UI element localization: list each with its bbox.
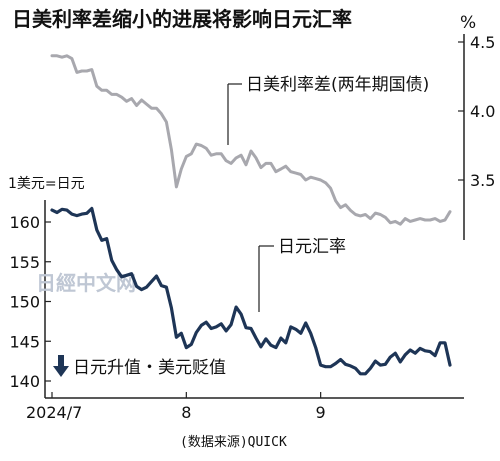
left-axis-unit: 1美元=日元 — [8, 176, 85, 192]
spread-series-label: 日美利率差(两年期国债) — [246, 75, 429, 95]
right-axis-ticks: 4.5 4.0 3.5 — [458, 33, 495, 190]
left-tick-label: 150 — [9, 293, 40, 312]
right-tick-label: 4.0 — [470, 102, 495, 121]
left-tick-label: 155 — [9, 253, 40, 272]
x-tick-label: 8 — [181, 403, 191, 422]
left-axis-ticks: 160 155 150 145 140 — [9, 213, 51, 391]
right-tick-label: 3.5 — [470, 171, 495, 190]
left-tick-label: 145 — [9, 332, 40, 351]
spread-series-line — [50, 54, 452, 226]
fx-series-line — [50, 206, 452, 376]
chart-title: 日美利率差缩小的进展将影响日元汇率 — [12, 7, 352, 31]
left-tick-label: 140 — [9, 372, 40, 391]
x-axis-ticks: 2024/7 8 9 — [26, 392, 326, 422]
right-axis-unit: % — [460, 13, 476, 33]
x-tick-label: 9 — [316, 403, 326, 422]
down-arrow-icon — [53, 355, 69, 377]
right-tick-label: 4.5 — [470, 33, 495, 52]
direction-note: 日元升值・美元贬值 — [73, 358, 226, 378]
source-note: (数据来源)QUICK — [180, 435, 287, 450]
left-tick-label: 160 — [9, 213, 40, 232]
x-tick-label: 2024/7 — [26, 403, 82, 422]
series-layer — [50, 54, 452, 376]
fx-series-label: 日元汇率 — [278, 237, 346, 257]
